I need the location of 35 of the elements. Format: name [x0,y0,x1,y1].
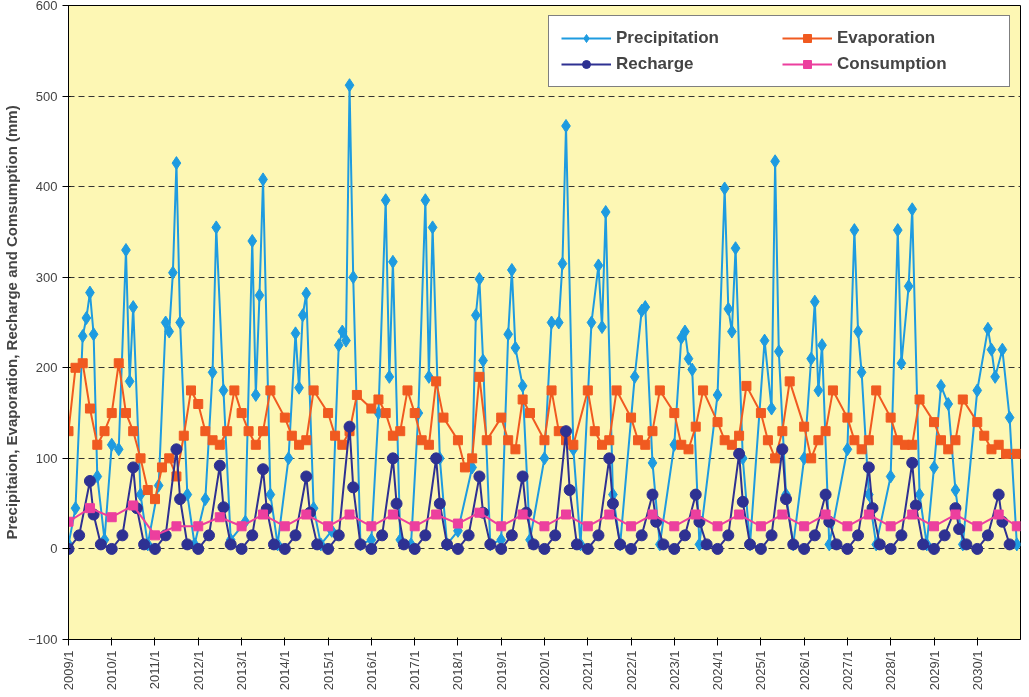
y-tick-label: 500 [35,88,58,104]
x-tick-label: 2020/1 [536,650,552,691]
y-tick-label: 0 [50,541,58,557]
x-tick-label: 2010/1 [104,650,120,691]
x-tick-label: 2012/1 [190,650,206,691]
x-tick-label: 2024/1 [710,650,726,691]
x-tick-label: 2028/1 [883,650,899,691]
legend-label: Consumption [837,54,948,74]
x-tick-label: 2018/1 [450,650,466,691]
legend-label: Recharge [616,54,695,74]
y-tick-label: 300 [35,269,58,285]
x-tick-label: 2025/1 [753,650,769,691]
y-tick-label: 400 [35,179,58,195]
x-tick-label: 2014/1 [277,650,293,691]
x-tick-label: 2027/1 [839,650,855,691]
x-tick-label: 2022/1 [623,650,639,691]
x-tick-label: 2030/1 [969,650,985,691]
y-tick-label: −100 [28,632,58,647]
x-tick-label: 2019/1 [493,650,509,691]
x-tick-label: 2021/1 [580,650,596,691]
x-tick-label: 2023/1 [666,650,682,691]
x-tick-label: 2029/1 [926,650,942,691]
x-tick-label: 2026/1 [796,650,812,691]
y-tick-label: 100 [35,450,58,466]
y-tick-label: 200 [35,360,58,376]
legend-label: Precipitation [616,28,720,48]
x-tick-label: 2015/1 [320,650,336,691]
y-tick-label: 600 [35,0,58,13]
x-tick-label: 2013/1 [234,650,250,691]
y-axis-title: Precipitaion, Evaporation, Recharge and Comsumption (mm) [3,105,21,540]
legend-label: Evaporation [837,28,937,48]
x-tick-label: 2016/1 [363,650,379,691]
x-tick-label: 2017/1 [407,650,423,691]
x-tick-label: 2009/1 [61,650,76,691]
x-tick-label: 2011/1 [147,650,163,690]
